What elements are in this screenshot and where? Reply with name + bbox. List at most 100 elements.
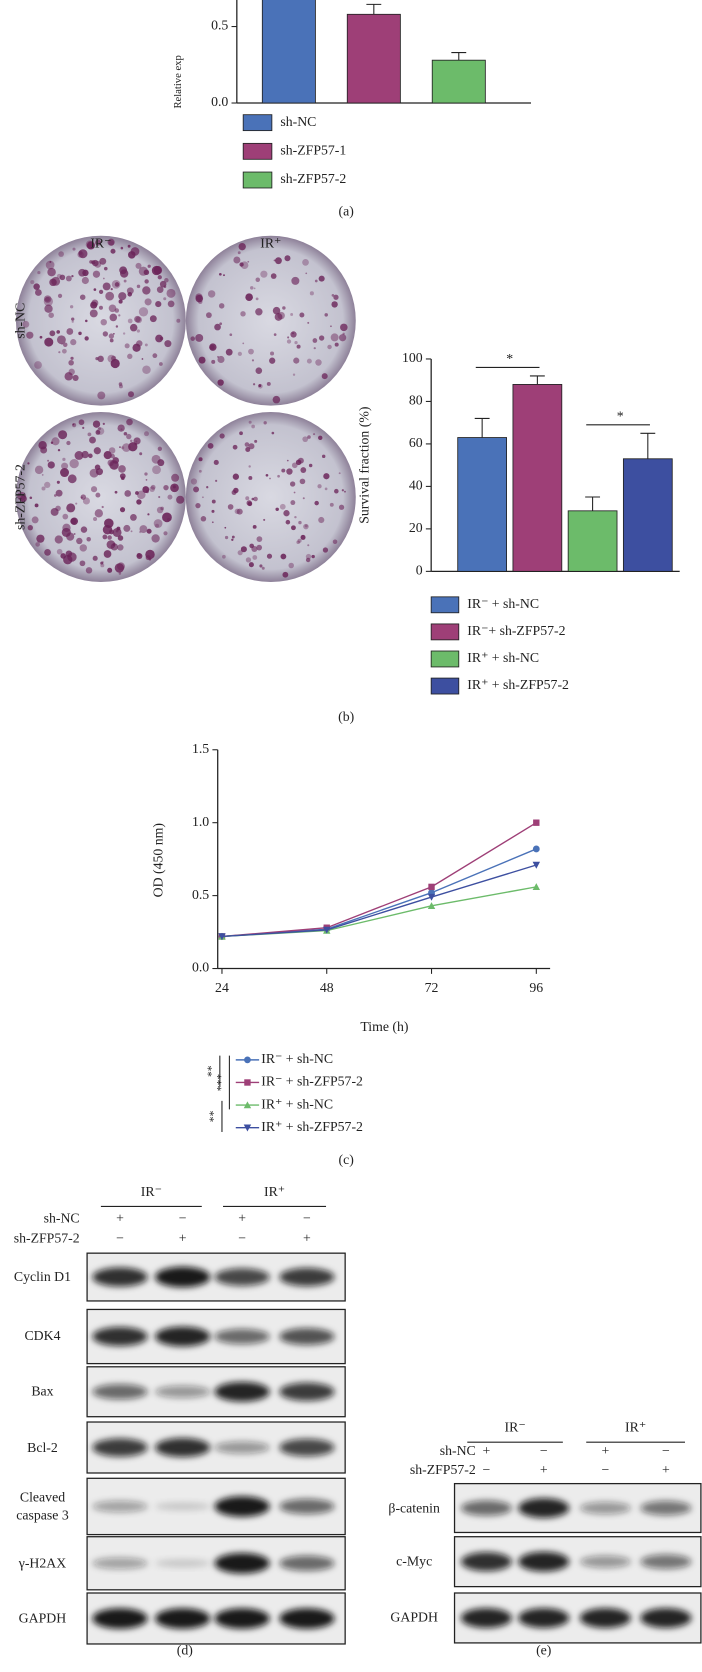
bar bbox=[346, 13, 401, 104]
legend-swatch bbox=[430, 677, 460, 695]
legend-marker bbox=[243, 1124, 252, 1132]
band bbox=[279, 1498, 335, 1515]
colony bbox=[251, 359, 255, 362]
colony bbox=[155, 300, 162, 308]
colony bbox=[107, 238, 115, 246]
colony bbox=[251, 497, 255, 501]
colony bbox=[263, 518, 266, 521]
legend-label: sh-ZFP57-1 bbox=[280, 143, 346, 158]
colony bbox=[128, 251, 136, 259]
colony bbox=[63, 555, 73, 565]
colony bbox=[248, 562, 254, 568]
band bbox=[214, 1496, 270, 1517]
protein-label-box: CDK4 bbox=[24, 1327, 61, 1344]
panel-label: (d) bbox=[177, 1643, 193, 1659]
colony bbox=[56, 273, 62, 279]
colony bbox=[94, 464, 101, 471]
condition-sign: + bbox=[303, 1231, 311, 1246]
marker bbox=[427, 893, 436, 901]
colony bbox=[327, 344, 332, 350]
colony bbox=[44, 481, 51, 489]
colony bbox=[113, 332, 115, 335]
colony bbox=[49, 278, 57, 287]
colony bbox=[126, 433, 132, 440]
colony bbox=[160, 506, 164, 511]
colony bbox=[56, 330, 61, 334]
colony bbox=[256, 544, 263, 551]
colony bbox=[51, 437, 60, 446]
colony bbox=[288, 562, 294, 569]
colony bbox=[89, 468, 99, 478]
colony bbox=[146, 528, 152, 534]
colony bbox=[318, 275, 325, 282]
colony bbox=[27, 462, 30, 465]
colony bbox=[270, 351, 275, 356]
colony bbox=[78, 249, 88, 259]
band bbox=[579, 1555, 631, 1568]
bar bbox=[567, 510, 618, 572]
colony bbox=[253, 496, 258, 502]
protein-label-box: GAPDH bbox=[390, 1609, 438, 1625]
colony bbox=[114, 282, 120, 287]
colony bbox=[90, 486, 98, 493]
colony bbox=[277, 311, 285, 320]
colony bbox=[303, 523, 309, 530]
colony bbox=[151, 454, 161, 464]
colony bbox=[101, 505, 104, 509]
colony bbox=[110, 543, 119, 551]
protein-label: c-Myc bbox=[396, 1553, 433, 1569]
colony bbox=[338, 334, 347, 342]
colony bbox=[53, 494, 57, 497]
colony bbox=[207, 442, 214, 449]
colony bbox=[142, 486, 150, 493]
colony bbox=[99, 257, 107, 265]
y-tick-label: 100 bbox=[402, 350, 423, 365]
colony bbox=[190, 336, 196, 341]
colony bbox=[34, 289, 42, 296]
band bbox=[279, 1555, 335, 1571]
colony bbox=[244, 442, 250, 447]
colony bbox=[67, 474, 77, 484]
colony bbox=[72, 247, 76, 251]
colony bbox=[118, 465, 126, 473]
colony bbox=[318, 435, 323, 441]
colony bbox=[118, 314, 121, 317]
colony bbox=[49, 261, 52, 263]
colony bbox=[40, 446, 48, 454]
colony bbox=[292, 373, 296, 376]
colony bbox=[195, 294, 204, 303]
colony bbox=[280, 553, 287, 560]
colony bbox=[149, 486, 155, 492]
colony bbox=[229, 333, 233, 337]
colony bbox=[122, 332, 126, 335]
band bbox=[214, 1553, 270, 1574]
colony bbox=[248, 465, 251, 468]
colony bbox=[171, 473, 180, 482]
colony bbox=[331, 301, 338, 308]
colony bbox=[133, 437, 141, 445]
colony bbox=[45, 260, 55, 270]
colony bbox=[334, 488, 339, 494]
colony bbox=[153, 519, 163, 528]
colony bbox=[55, 489, 63, 497]
colony bbox=[144, 431, 149, 437]
colony bbox=[54, 535, 63, 544]
colony bbox=[62, 513, 69, 520]
colony bbox=[218, 303, 225, 309]
colony bbox=[307, 435, 311, 439]
colony bbox=[315, 359, 322, 366]
colony bbox=[124, 490, 132, 497]
marker bbox=[428, 883, 435, 891]
protein-label: Cyclin D1 bbox=[13, 1268, 72, 1285]
colony bbox=[232, 473, 240, 480]
colony bbox=[85, 567, 93, 574]
colony bbox=[304, 524, 308, 528]
legend-label: IR⁺ + sh-ZFP57-2 bbox=[467, 677, 569, 692]
y-tick-label: 1.5 bbox=[192, 741, 209, 756]
colony bbox=[164, 278, 169, 283]
colony bbox=[70, 356, 74, 360]
protein-label: CDK4 bbox=[24, 1327, 61, 1344]
legend-label: IR⁺ + sh-NC bbox=[467, 650, 539, 665]
colony bbox=[117, 544, 124, 551]
colony bbox=[307, 321, 310, 324]
